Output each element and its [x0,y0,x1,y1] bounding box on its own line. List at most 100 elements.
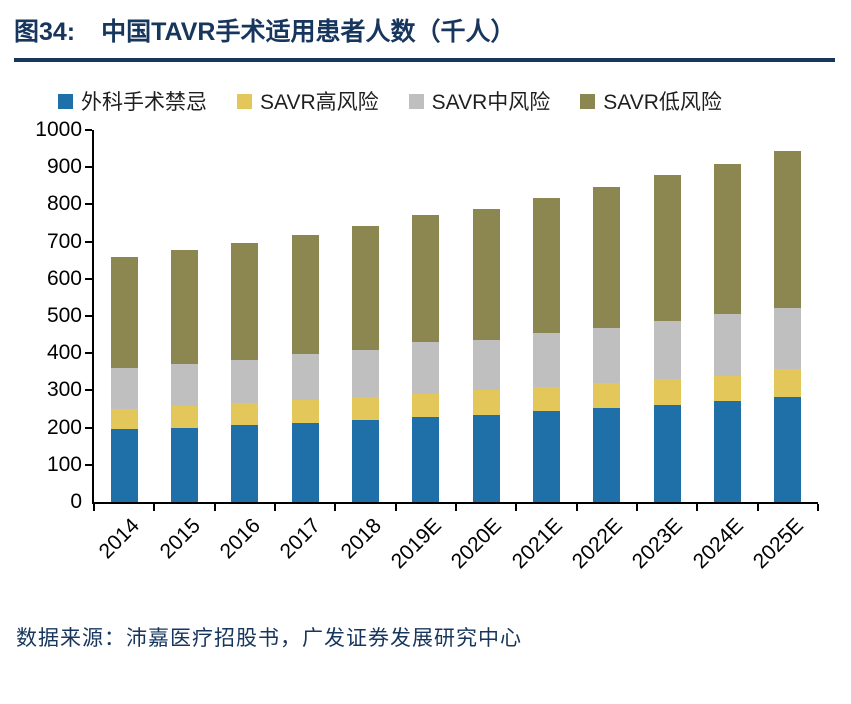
bar-segment [170,427,198,502]
x-axis-tick [334,504,337,511]
x-axis-label: 2020E [447,514,507,574]
bar-segment [110,257,138,369]
y-axis-label: 0 [70,490,82,513]
y-axis-tick [85,389,92,392]
bar-segment [412,394,440,418]
legend-item: SAVR中风险 [408,86,551,116]
x-axis-tick [394,504,397,511]
figure-header: 图34: 中国TAVR手术适用患者人数（千人） [0,0,851,62]
bar-segment [231,359,259,404]
x-axis-label: 2021E [507,514,567,574]
y-axis-tick [85,166,92,169]
legend-label: SAVR中风险 [431,91,551,114]
legend: 外科手术禁忌 SAVR高风险 SAVR中风险 SAVR低风险 [58,86,851,116]
bar-segment [472,390,500,415]
bar-segment [593,327,621,383]
bar-slot [215,130,275,502]
bar-slot [335,130,395,502]
x-axis-tick [274,504,276,511]
x-axis-tick [636,504,638,511]
bar-segment [110,429,138,502]
bar-segment [110,409,138,430]
y-axis-label: 600 [46,266,82,290]
bar-2015 [170,249,198,502]
y-axis-label: 500 [46,304,82,327]
bar-slot [94,130,154,502]
x-axis-tick [455,504,457,511]
legend-swatch [580,93,596,109]
bar-segment [351,349,379,398]
bar-slot [275,130,335,502]
bar-segment [110,368,138,410]
legend-swatch [58,93,73,109]
bar-segment [291,354,319,401]
y-axis-tick [85,352,92,355]
legend-item: SAVR高风险 [237,86,379,116]
bar-segment [351,226,379,350]
bar-segment [291,422,319,502]
bar-segment [713,375,741,401]
x-axis-tick [575,504,578,511]
legend-label: SAVR低风险 [603,91,722,114]
bar-segment [532,410,560,502]
bar-segment [653,379,681,405]
y-axis-tick [85,129,92,131]
bar-segment [653,320,681,380]
y-axis-tick [85,463,92,466]
legend-item: 外科手术禁忌 [58,86,207,116]
bar-slot [396,130,456,502]
x-axis-tick [213,504,216,511]
y-axis-tick [85,315,92,317]
bar-2022E [593,186,621,502]
x-axis-label: 2024E [688,514,748,574]
y-axis-label: 700 [46,229,82,253]
x-axis-tick [515,504,518,511]
bar-2017 [291,234,319,502]
bar-segment [593,186,621,328]
bar-segment [653,404,681,502]
bar-slot [637,130,697,502]
y-axis-labels: 0 100 200 300 400 500 600 700 800 900 1000 [8,118,92,513]
bar-segment [412,342,440,395]
x-axis-tick [817,504,819,511]
legend-label: 外科手术禁忌 [81,91,207,114]
bar-segment [351,397,379,421]
legend-label: SAVR高风险 [260,91,379,114]
x-axis-tick [756,504,759,511]
x-axis-tick [696,504,699,511]
bar-slot [154,130,214,502]
bar-segment [231,403,259,425]
bar-segment [170,249,198,365]
x-axis-label: 2018 [336,514,386,564]
y-axis-tick [85,426,92,429]
y-axis-tick [85,277,92,280]
x-axis-label: 2019E [386,514,447,574]
bar-2020E [472,208,500,502]
y-axis-label: 200 [46,415,82,439]
bar-slot [516,130,576,502]
bar-slot [697,130,757,502]
x-axis-tick [93,504,95,511]
bar-slot [456,130,516,502]
y-axis-tick [85,203,92,206]
bar-segment [412,214,440,343]
chart: 0 100 200 300 400 500 600 700 800 900 1000 [8,118,851,513]
bar-segment [593,407,621,502]
y-axis-label: 100 [46,452,82,476]
y-axis-label: 300 [46,378,82,402]
bar-segment [291,234,319,355]
bar-segment [532,332,560,388]
bar-2025E [774,151,802,502]
bar-segment [593,382,621,408]
plot-area [85,129,819,511]
bar-segment [532,197,560,333]
bar-segment [472,340,500,391]
bar-segment [170,406,198,428]
bar-2019E [412,214,440,502]
bar-segment [713,400,741,502]
bar-slot [577,130,637,502]
bar-segment [412,417,440,502]
x-axis-label: 2014 [95,514,145,564]
bar-segment [774,307,802,370]
page-title: 中国TAVR手术适用患者人数（千人） [101,18,516,46]
